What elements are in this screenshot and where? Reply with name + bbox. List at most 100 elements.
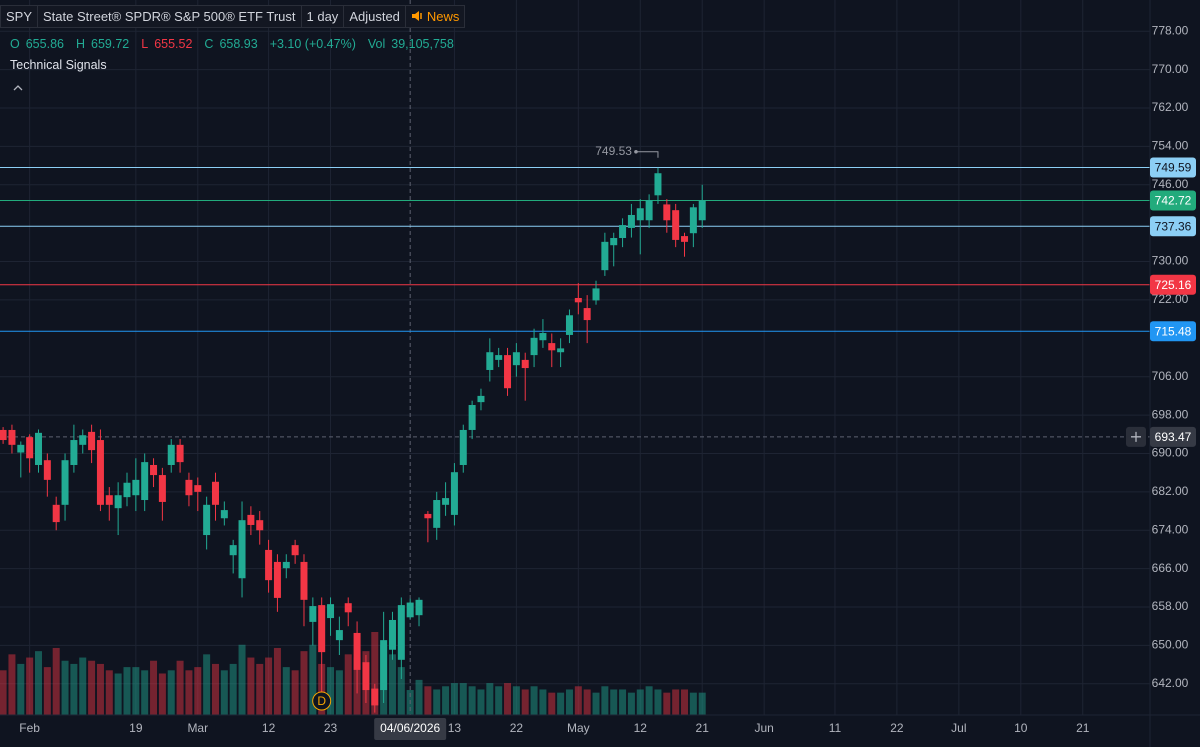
candle-body [433,500,441,528]
collapse-chevron[interactable] [8,81,28,95]
volume-bar [238,644,246,715]
volume-bar [548,692,556,715]
candle-body [114,495,122,509]
y-tick-label: 762.00 [1152,100,1189,114]
volume-bar [610,689,618,715]
candle-body [229,545,237,556]
volume-bar [504,683,512,715]
candle-body [291,545,299,556]
candle-body [150,464,158,476]
y-tick-label: 650.00 [1152,638,1189,652]
candle-body [273,561,281,598]
candle-body [627,214,635,228]
volume-bar [645,686,653,715]
y-tick-label: 682.00 [1152,484,1189,498]
y-tick-label: 666.00 [1152,561,1189,575]
volume-bar [52,647,60,715]
volume-bar [34,651,42,715]
candle-body [672,210,680,240]
high-value: 659.72 [91,37,130,51]
volume-bar [468,686,476,715]
candle-body [353,632,361,670]
low-value: 655.52 [154,37,193,51]
volume-bar [114,673,122,715]
x-tick-label: 22 [510,721,524,735]
candle-body [468,405,476,430]
add-alert-icon [1131,431,1141,442]
interval[interactable]: 1 day [300,4,345,28]
volume-value: 39,105,758 [391,37,454,51]
volume-bar [123,667,131,715]
x-tick-label: Mar [187,721,208,735]
volume-bar [300,651,308,715]
event-marker [312,691,332,711]
volume-bar [273,647,281,715]
candle-body [300,561,308,600]
volume-bar [8,654,16,715]
volume-bar [450,683,458,715]
candle-body [96,440,104,505]
adjustment[interactable]: Adjusted [343,4,406,28]
candle-body [0,429,7,441]
candle-body [442,498,450,505]
volume-bar [176,660,184,715]
candle-body [663,204,671,221]
y-tick-label: 658.00 [1152,599,1189,613]
volume-bar [141,670,149,715]
volume-bar [61,660,69,715]
x-tick-label: 11 [829,721,842,735]
instrument-name[interactable]: State Street® SPDR® S&P 500® ETF Trust [37,4,302,28]
candle-body [380,640,388,691]
y-tick-label: 698.00 [1152,407,1189,421]
header: SPY State Street® SPDR® S&P 500® ETF Tru… [0,4,466,28]
candle-body [17,444,25,453]
candle-body [619,225,627,239]
y-tick-label: 674.00 [1152,522,1189,536]
volume-bar [512,686,520,715]
candle-body [211,481,219,505]
price-tag: 742.72 [1155,194,1192,208]
crosshair-price-tag-bg [1150,426,1196,447]
candle-body [141,462,149,501]
volume-bar [43,667,51,715]
volume-bar [433,689,441,715]
x-tick-label: May [567,721,590,735]
volume-bar [636,689,644,715]
candle-body [167,444,175,465]
candle-body [8,429,16,445]
volume-bar [672,689,680,715]
candle-body [256,520,264,531]
candle-body [132,479,140,496]
volume-bar [415,679,423,715]
volume-bar [79,657,87,715]
candle-body [424,513,432,519]
price-tag: 737.36 [1155,219,1192,233]
x-tick-label: 23 [324,721,338,735]
symbol[interactable]: SPY [0,4,39,28]
x-tick-label: 10 [1014,721,1028,735]
candle-body [123,482,131,498]
candle-body [565,315,573,335]
volume-bar [530,686,538,715]
volume-bar [388,654,396,715]
x-tick-label: Jun [754,721,773,735]
x-tick-label: 13 [448,721,462,735]
indicator-label[interactable]: Technical Signals [10,58,107,72]
candle-body [194,485,202,492]
candle-body [397,605,405,660]
volume-bar [477,689,485,715]
volume-bar [619,689,627,715]
candle-body [495,355,503,360]
volume-bar [26,657,34,715]
price-tag-bg [1150,216,1196,237]
news-button[interactable]: News [404,4,466,28]
volume-bar [521,689,529,715]
volume-bar [265,657,273,715]
candle-body [70,440,78,465]
candle-body [592,288,600,301]
candle-body [158,475,166,502]
high-marker-dot [634,150,638,154]
volume-bar [565,689,573,715]
high-marker-connector [635,151,659,158]
